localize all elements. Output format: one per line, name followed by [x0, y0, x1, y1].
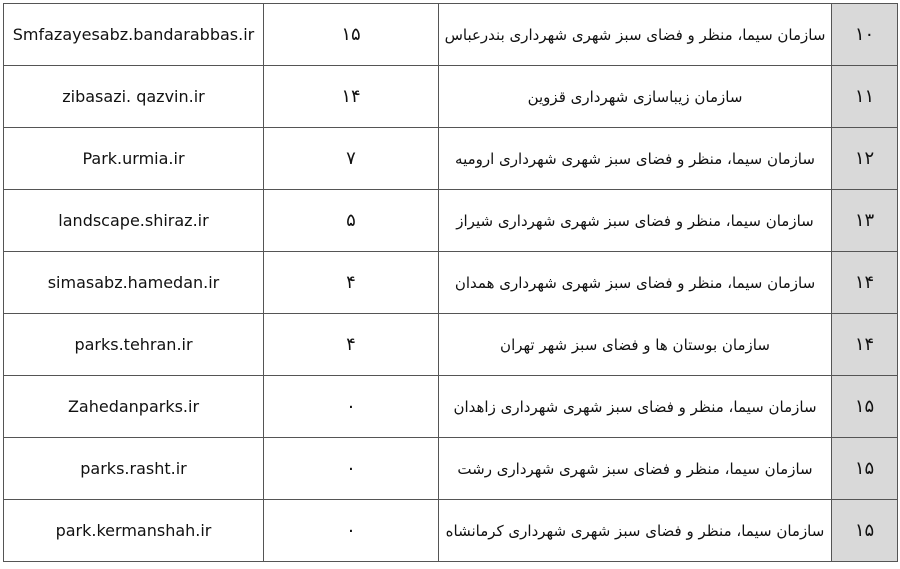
website-cell: Park.urmia.ir: [3, 127, 264, 190]
website-cell: Zahedanparks.ir: [3, 375, 264, 438]
website-cell: landscape.shiraz.ir: [3, 189, 264, 252]
organization-cell: سازمان سیما، منظر و فضای سبز شهری شهردار…: [438, 375, 832, 438]
table-row: simasabz.hamedan.ir ۴ سازمان سیما، منظر و …: [3, 251, 898, 314]
count-cell: ۱۵: [263, 3, 439, 66]
table-row: parks.tehran.ir ۴ سازمان بوستان ها و فضای …: [3, 313, 898, 376]
ranking-table: Smfazayesabz.bandarabbas.ir ۱۵ سازمان سیما…: [3, 3, 898, 562]
rank-cell: ۱۰: [831, 3, 898, 66]
organization-cell: سازمان سیما، منظر و فضای سبز شهری شهردار…: [438, 189, 832, 252]
rank-cell: ۱۱: [831, 65, 898, 128]
organization-cell: سازمان سیما، منظر و فضای سبز شهری شهردار…: [438, 499, 832, 562]
website-cell: park.kermanshah.ir: [3, 499, 264, 562]
organization-cell: سازمان سیما، منظر و فضای سبز شهری شهردار…: [438, 437, 832, 500]
count-cell: ۰: [263, 437, 439, 500]
count-cell: ۰: [263, 499, 439, 562]
table-row: Park.urmia.ir ۷ سازمان سیما، منظر و فضای س…: [3, 127, 898, 190]
organization-cell: سازمان سیما، منظر و فضای سبز شهری شهردار…: [438, 251, 832, 314]
website-cell: zibasazi. qazvin.ir: [3, 65, 264, 128]
count-cell: ۵: [263, 189, 439, 252]
count-cell: ۴: [263, 313, 439, 376]
rank-cell: ۱۵: [831, 375, 898, 438]
count-cell: ۴: [263, 251, 439, 314]
website-cell: simasabz.hamedan.ir: [3, 251, 264, 314]
organization-cell: سازمان زیباسازی شهرداری قزوین: [438, 65, 832, 128]
count-cell: ۷: [263, 127, 439, 190]
table-row: Zahedanparks.ir ۰ سازمان سیما، منظر و فضای…: [3, 375, 898, 438]
rank-cell: ۱۴: [831, 251, 898, 314]
table-row: zibasazi. qazvin.ir ۱۴ سازمان زیباسازی شهر…: [3, 65, 898, 128]
organization-cell: سازمان سیما، منظر و فضای سبز شهری شهردار…: [438, 127, 832, 190]
rank-cell: ۱۴: [831, 313, 898, 376]
rank-cell: ۱۵: [831, 499, 898, 562]
table-row: landscape.shiraz.ir ۵ سازمان سیما، منظر و …: [3, 189, 898, 252]
table-row: park.kermanshah.ir ۰ سازمان سیما، منظر و ف…: [3, 499, 898, 562]
rank-cell: ۱۲: [831, 127, 898, 190]
website-cell: parks.rasht.ir: [3, 437, 264, 500]
rank-cell: ۱۳: [831, 189, 898, 252]
table-row: parks.rasht.ir ۰ سازمان سیما، منظر و فضای …: [3, 437, 898, 500]
rank-cell: ۱۵: [831, 437, 898, 500]
website-cell: parks.tehran.ir: [3, 313, 264, 376]
organization-cell: سازمان بوستان ها و فضای سبز شهر تهران: [438, 313, 832, 376]
website-cell: Smfazayesabz.bandarabbas.ir: [3, 3, 264, 66]
organization-cell: سازمان سیما، منظر و فضای سبز شهری شهردار…: [438, 3, 832, 66]
count-cell: ۱۴: [263, 65, 439, 128]
table-body: Smfazayesabz.bandarabbas.ir ۱۵ سازمان سیما…: [3, 3, 898, 562]
count-cell: ۰: [263, 375, 439, 438]
table-row: Smfazayesabz.bandarabbas.ir ۱۵ سازمان سیما…: [3, 3, 898, 66]
